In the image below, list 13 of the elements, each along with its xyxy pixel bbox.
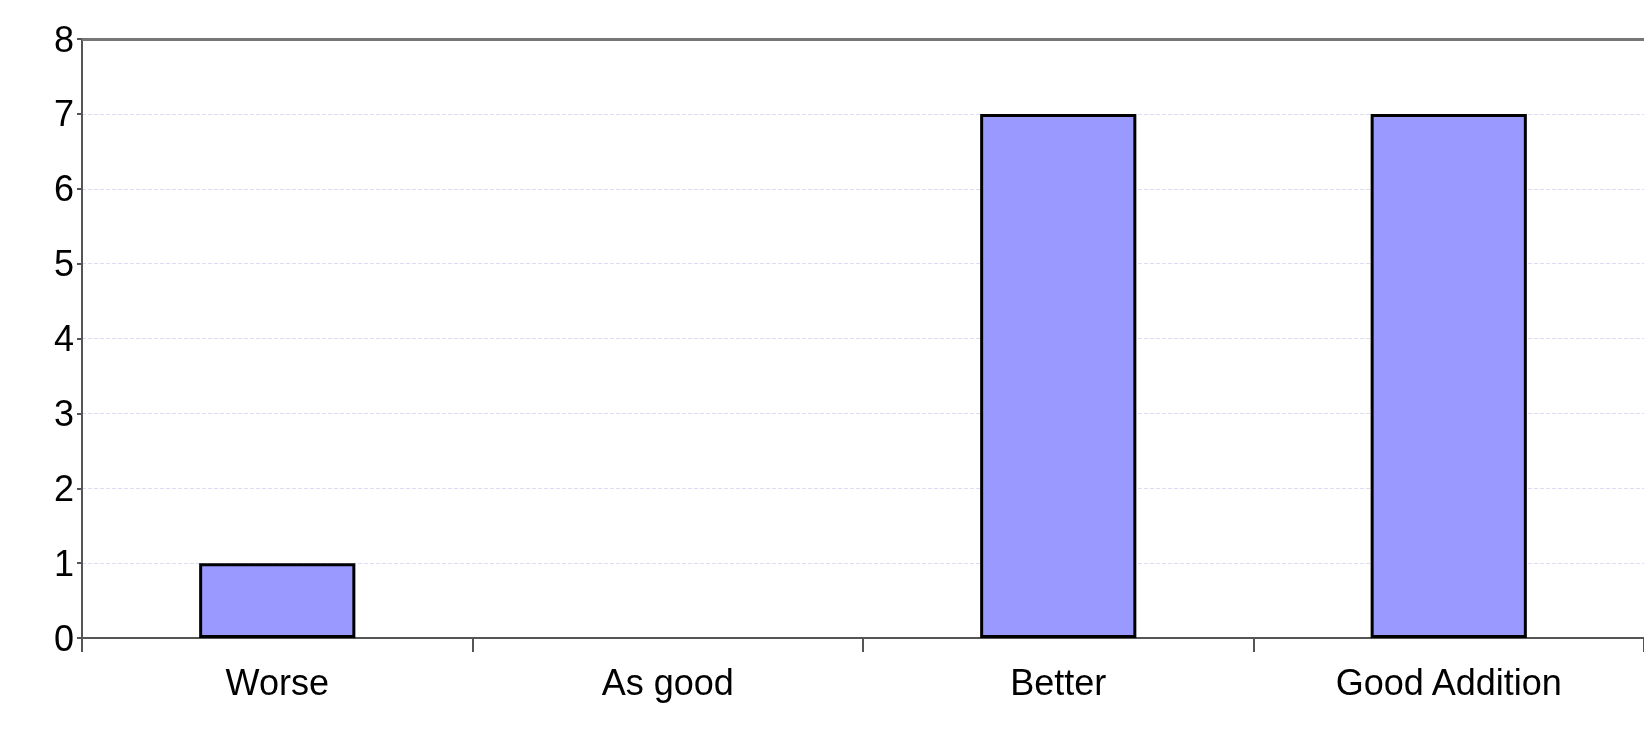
y-tick-label: 5 bbox=[53, 243, 74, 285]
y-tick-label: 6 bbox=[53, 168, 74, 210]
x-tick-label: Worse bbox=[225, 661, 329, 703]
y-tick-label: 0 bbox=[53, 617, 74, 659]
y-tick-label: 4 bbox=[53, 318, 74, 359]
y-tick-label: 7 bbox=[53, 93, 74, 135]
y-tick-label: 1 bbox=[53, 542, 74, 584]
y-tick-label: 2 bbox=[53, 467, 74, 509]
x-tick-label: Better bbox=[1010, 661, 1107, 703]
x-tick-label: Good Addition bbox=[1335, 661, 1562, 703]
x-tick-label: As good bbox=[601, 661, 734, 703]
y-tick-label: 3 bbox=[53, 392, 74, 434]
y-tick-label: 8 bbox=[53, 18, 74, 60]
